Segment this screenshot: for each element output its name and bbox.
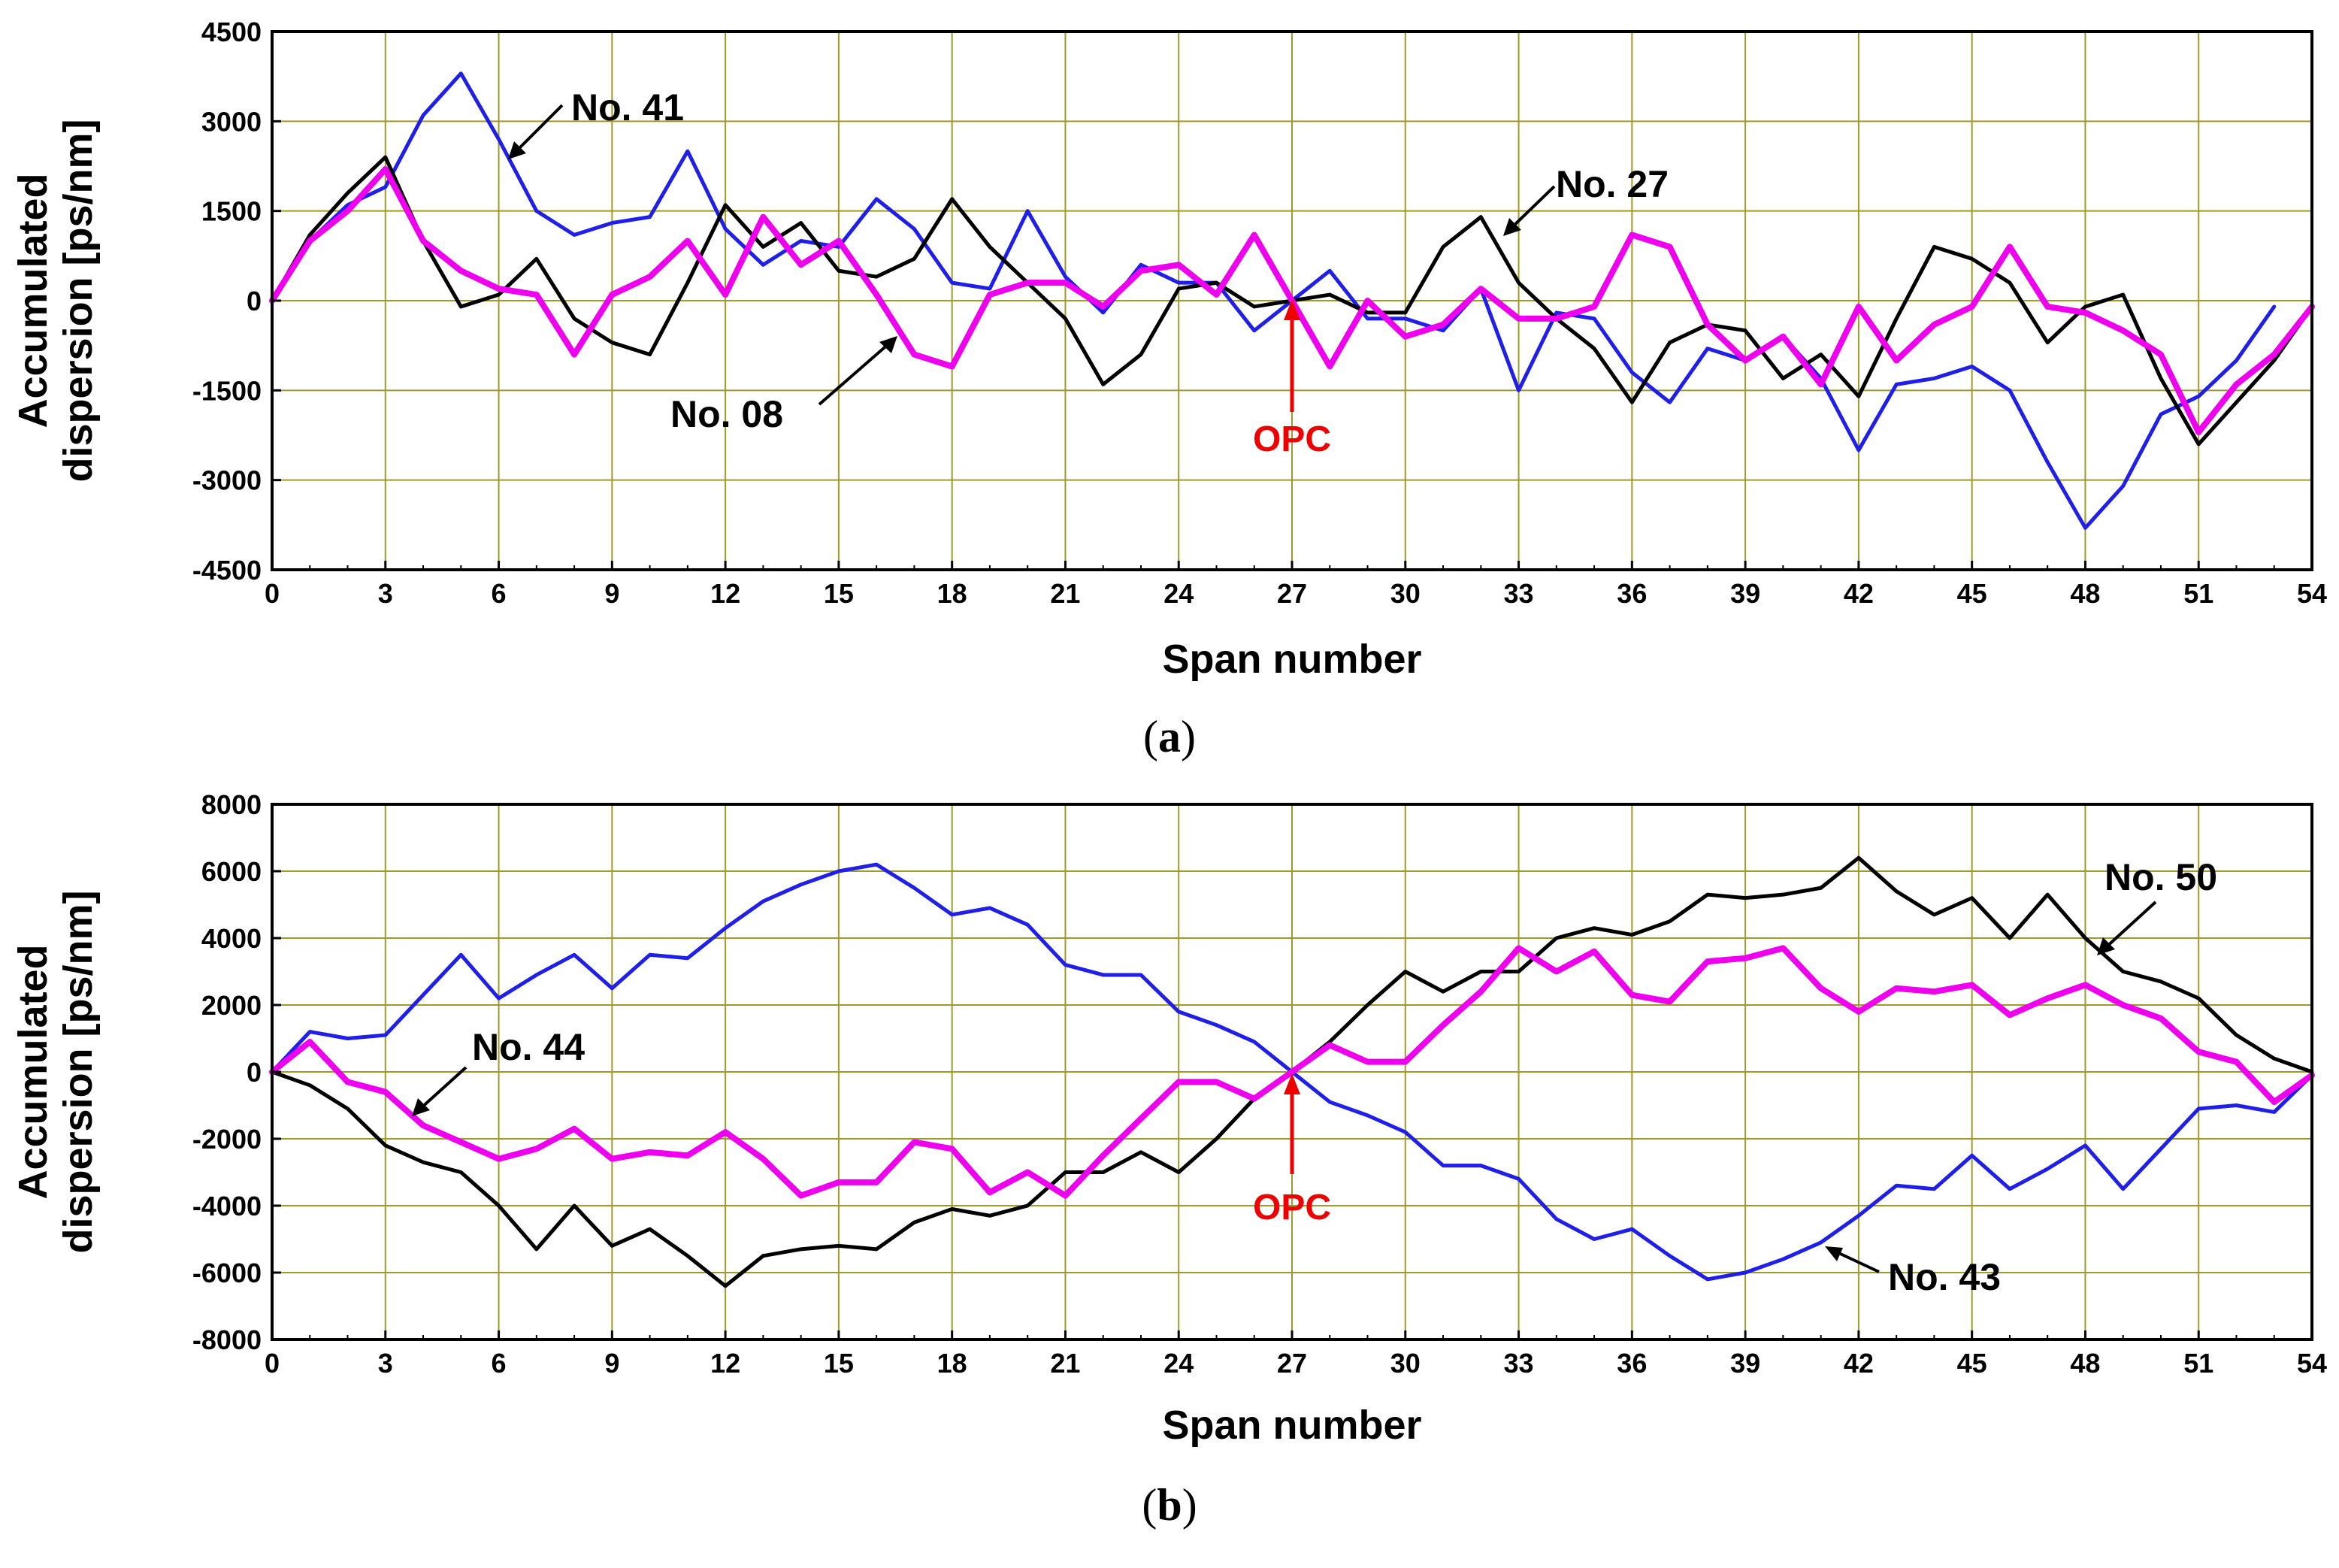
panel-b-no50-label: No. 50 bbox=[2104, 856, 2217, 898]
panel-a-no27-label: No. 27 bbox=[1556, 163, 1669, 205]
panel-a-y-tick-label: -4500 bbox=[192, 555, 262, 586]
panel-b-x-tick-label: 42 bbox=[1844, 1348, 1874, 1379]
panel-b-y-tick-label: -8000 bbox=[192, 1324, 262, 1355]
panel-a-y-axis-label-line1: Accumulated bbox=[11, 173, 56, 428]
panel-a-series-no41 bbox=[270, 71, 2277, 530]
panel-a-y-axis-label-line2: dispersion [ps/nm] bbox=[56, 119, 101, 482]
panel-b-y-tick-label: -4000 bbox=[192, 1191, 262, 1221]
panel-b-y-tick-label: 8000 bbox=[201, 789, 262, 820]
panel-b-x-tick-label: 27 bbox=[1277, 1348, 1307, 1379]
panel-b-x-tick-label: 15 bbox=[824, 1348, 854, 1379]
panel-b-x-tick-label: 0 bbox=[265, 1348, 280, 1379]
panel-b-no43-arrow-line bbox=[1833, 1249, 1880, 1273]
panel-a-no08-label: No. 08 bbox=[670, 393, 783, 435]
panel-b-no43-label: No. 43 bbox=[1888, 1256, 2001, 1298]
panel-b-x-tick-label: 21 bbox=[1050, 1348, 1080, 1379]
panel-b-y-tick-label: 2000 bbox=[201, 990, 262, 1021]
panel-a-x-tick-label: 6 bbox=[492, 578, 507, 609]
panel-b-x-tick-label: 30 bbox=[1390, 1348, 1421, 1379]
panel-b-x-tick-label: 45 bbox=[1957, 1348, 1987, 1379]
panel-b-opc-label: OPC bbox=[1253, 1188, 1331, 1227]
panel-b-x-tick-label: 33 bbox=[1504, 1348, 1534, 1379]
panel-b-y-axis-label-line1: Accumulated bbox=[11, 944, 56, 1199]
panel-a-x-axis-label: Span number bbox=[1162, 637, 1421, 682]
panel-b-x-tick-label: 24 bbox=[1163, 1348, 1194, 1379]
panel-b-x-tick-label: 39 bbox=[1730, 1348, 1760, 1379]
panel-b: 0 3 6 9 12 15 18 21 24 27 30 33 36 39 42 45 48 51 54800060… bbox=[11, 789, 2327, 1530]
panel-a-no41-arrowhead bbox=[508, 141, 526, 159]
panel-b-x-tick-label: 36 bbox=[1617, 1348, 1647, 1379]
panel-b-x-tick-label: 54 bbox=[2297, 1348, 2327, 1379]
panel-a-y-tick-label: 4500 bbox=[201, 17, 262, 47]
panel-a-x-tick-label: 27 bbox=[1277, 578, 1307, 609]
panel-a-y-tick-label: -1500 bbox=[192, 375, 262, 406]
panel-b-no43-arrowhead bbox=[1825, 1246, 1843, 1261]
panel-a-no41-label: No. 41 bbox=[571, 86, 684, 129]
panel-b-no44-label: No. 44 bbox=[472, 1026, 585, 1068]
panel-a-y-tick-label: 0 bbox=[247, 286, 262, 316]
panel-a-x-tick-label: 48 bbox=[2070, 578, 2100, 609]
panel-a-y-tick-label: -3000 bbox=[192, 465, 262, 496]
panel-a-x-tick-label: 45 bbox=[1957, 578, 1987, 609]
panel-b-no44-arrow-line bbox=[418, 1066, 467, 1111]
panel-b-y-tick-label: 4000 bbox=[201, 923, 262, 954]
panel-a-no41-arrow-line bbox=[514, 104, 564, 153]
panel-b-y-tick-label: -2000 bbox=[192, 1124, 262, 1155]
panel-b-x-tick-label: 18 bbox=[937, 1348, 967, 1379]
panel-b-x-tick-label: 3 bbox=[378, 1348, 393, 1379]
panel-b-ticks: 0 3 6 9 12 15 18 21 24 27 30 33 36 39 42 45 48 51 54800060… bbox=[192, 789, 2327, 1379]
panel-a-x-tick-label: 36 bbox=[1617, 578, 1647, 609]
panel-b-no50-arrow-line bbox=[2103, 901, 2157, 950]
panel-b-series-no44 bbox=[269, 945, 2315, 1199]
panel-a-y-tick-label: 3000 bbox=[201, 106, 262, 137]
panel-a-no08-arrow-line bbox=[818, 341, 891, 406]
panel-a: 0 3 6 9 12 15 18 21 24 27 30 33 36 39 42 45 48 51 54450030… bbox=[11, 17, 2327, 761]
panel-a-x-tick-label: 9 bbox=[604, 578, 619, 609]
panel-b-opc-arrowhead bbox=[1284, 1073, 1300, 1094]
panel-a-x-tick-label: 0 bbox=[265, 578, 280, 609]
panel-a-no27-arrowhead bbox=[1503, 218, 1521, 236]
panel-a-no27-arrow-line bbox=[1509, 185, 1556, 230]
panel-b-y-axis-label-line2: dispersion [ps/nm] bbox=[56, 890, 101, 1253]
panel-a-x-tick-label: 12 bbox=[710, 578, 740, 609]
panel-b-series bbox=[269, 855, 2315, 1288]
panel-b-x-tick-label: 48 bbox=[2070, 1348, 2100, 1379]
panel-a-x-tick-label: 15 bbox=[824, 578, 854, 609]
panel-a-x-tick-label: 51 bbox=[2183, 578, 2213, 609]
panel-a-ticks: 0 3 6 9 12 15 18 21 24 27 30 33 36 39 42 45 48 51 54450030… bbox=[192, 17, 2327, 609]
panel-b-no50-arrowhead bbox=[2097, 937, 2115, 955]
panel-b-y-tick-label: 6000 bbox=[201, 856, 262, 887]
panel-b-x-tick-label: 9 bbox=[604, 1348, 619, 1379]
panel-a-opc-label: OPC bbox=[1253, 419, 1331, 459]
panel-a-grid bbox=[272, 32, 2312, 570]
panel-a-x-tick-label: 24 bbox=[1163, 578, 1194, 609]
panel-a-opc-arrowhead bbox=[1284, 299, 1300, 320]
panel-b-y-tick-label: -6000 bbox=[192, 1258, 262, 1288]
panel-b-caption: (b) bbox=[1142, 1480, 1197, 1530]
panel-a-y-tick-label: 1500 bbox=[201, 196, 262, 227]
panel-a-x-tick-label: 30 bbox=[1390, 578, 1421, 609]
panel-a-x-tick-label: 3 bbox=[378, 578, 393, 609]
panel-b-no44-arrowhead bbox=[412, 1098, 430, 1116]
panel-a-caption: (a) bbox=[1143, 712, 1196, 761]
panel-b-grid bbox=[272, 804, 2312, 1339]
panel-b-x-tick-label: 12 bbox=[710, 1348, 740, 1379]
panel-b-x-tick-label: 51 bbox=[2183, 1348, 2213, 1379]
panel-a-x-tick-label: 42 bbox=[1844, 578, 1874, 609]
panel-a-x-tick-label: 18 bbox=[937, 578, 967, 609]
panel-a-x-tick-label: 54 bbox=[2297, 578, 2327, 609]
panel-b-x-axis-label: Span number bbox=[1162, 1403, 1421, 1448]
panel-a-x-tick-label: 39 bbox=[1730, 578, 1760, 609]
panel-a-x-tick-label: 33 bbox=[1504, 578, 1534, 609]
panel-b-x-tick-label: 6 bbox=[492, 1348, 507, 1379]
panel-a-x-tick-label: 21 bbox=[1050, 578, 1080, 609]
panel-a-no08-arrowhead bbox=[879, 336, 897, 353]
panel-b-y-tick-label: 0 bbox=[247, 1057, 262, 1088]
